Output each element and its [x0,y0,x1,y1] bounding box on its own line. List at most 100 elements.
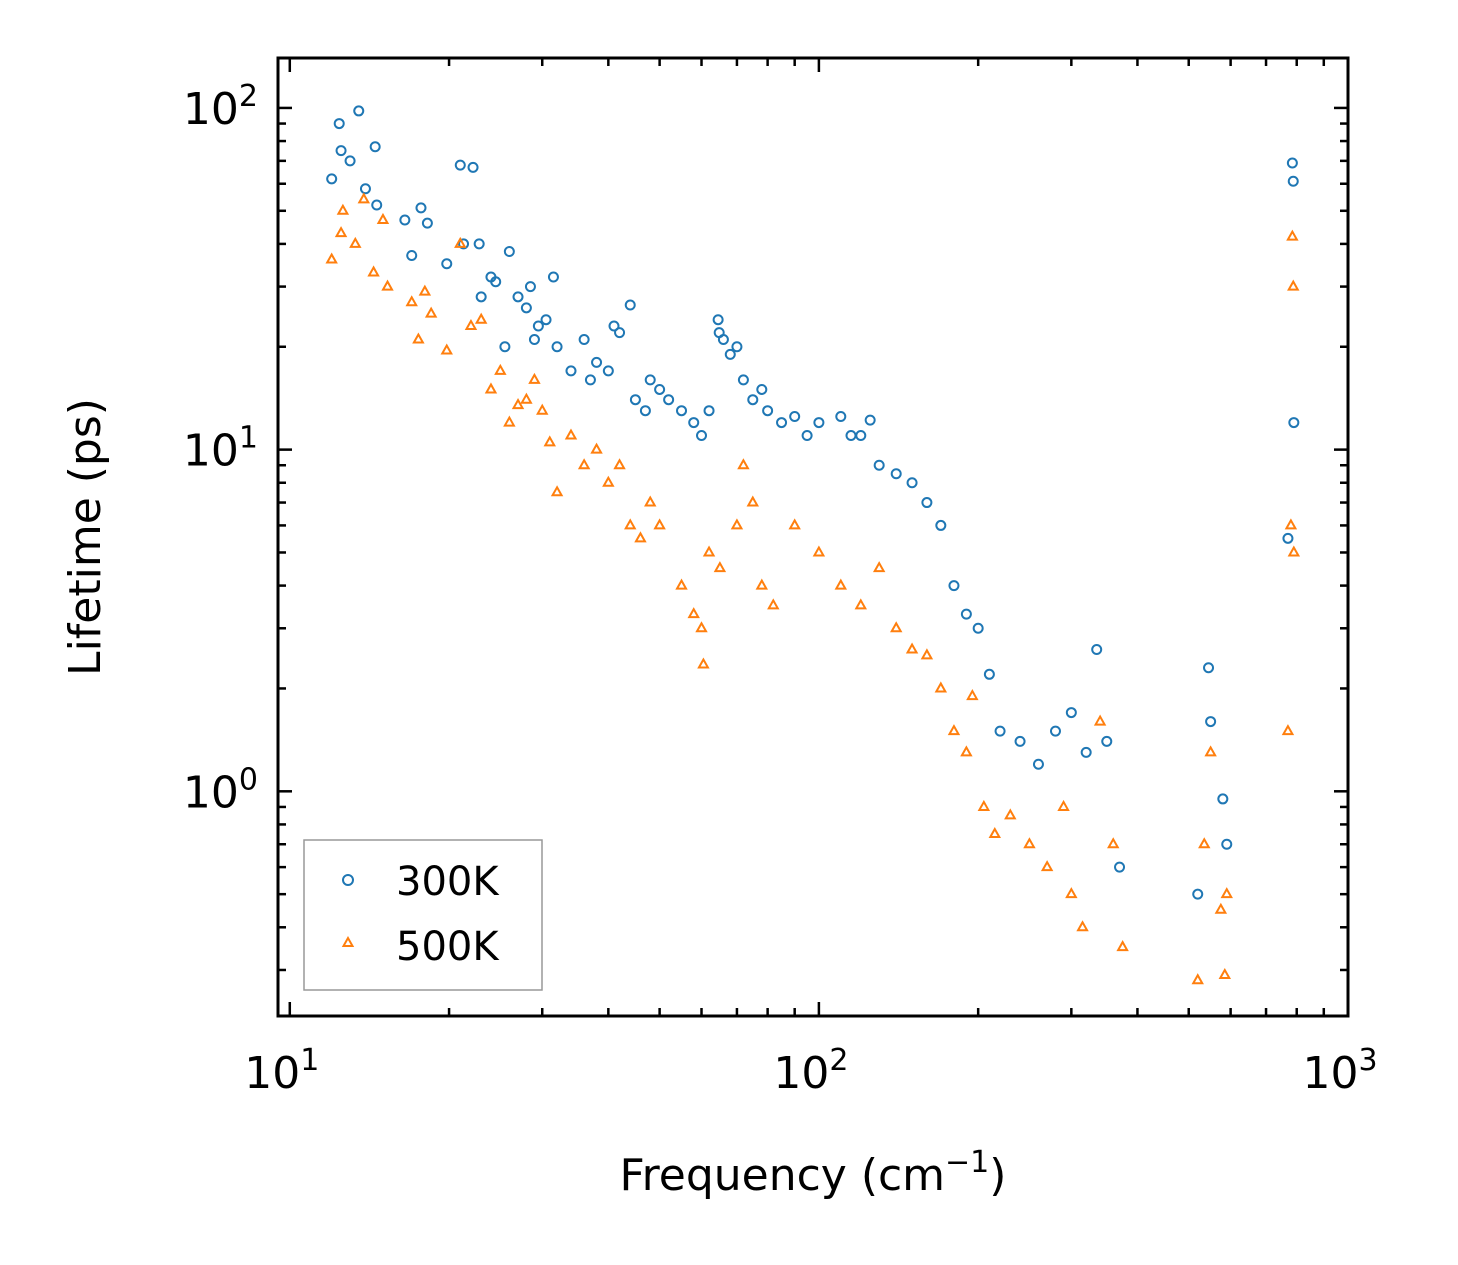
point-500k [1287,545,1301,557]
y-tick-label: 101 [183,421,258,477]
data-points [325,105,1301,985]
point-300k [948,580,960,592]
point-300k [676,405,688,417]
point-300k [503,246,515,258]
point-500k [872,561,886,573]
point-500k [484,382,498,394]
point-300k [608,320,620,332]
point-300k [688,417,700,429]
point-500k [424,306,438,318]
point-300k [344,155,356,167]
point-300k [528,334,540,346]
point-300k [1221,838,1233,850]
point-500k [697,657,710,669]
x-tick-label: 102 [773,1043,848,1099]
point-300k [335,145,347,157]
point-300k [512,291,524,303]
point-500k [1204,745,1217,757]
point-300k [776,417,788,429]
point-300k [578,334,590,346]
point-500k [767,598,780,610]
point-300k [614,327,626,339]
x-axis-title: Frequency (cm−1) [620,1145,1007,1201]
point-300k [1114,861,1126,873]
point-300k [1282,532,1294,544]
point-300k [835,411,847,423]
y-tick-base: 10 [183,84,239,135]
point-300k [441,258,453,270]
point-500k [1076,920,1089,932]
point-500k [381,279,394,291]
point-300k [540,314,552,326]
point-500k [349,236,362,248]
plot-frame [276,56,1350,1018]
point-300k [712,314,724,326]
point-300k [1101,735,1113,747]
point-500k [634,531,647,543]
point-500k [376,212,390,224]
point-500k [550,485,564,497]
point-300k [789,411,801,423]
point-500k [834,578,848,590]
point-300k [737,374,749,386]
point-500k [1093,714,1107,726]
point-300k [458,238,470,250]
point-300k [756,383,768,395]
point-500k [1218,967,1232,980]
point-500k [367,265,380,277]
point-300k [499,341,511,353]
point-300k [415,202,427,214]
point-300k [731,341,743,353]
point-300k [353,105,365,117]
point-500k [1284,518,1298,530]
point-300k [520,302,532,314]
point-300k [1205,716,1217,728]
point-500k [528,372,541,384]
point-500k [920,648,934,660]
point-500k [1191,973,1204,985]
y-tick-exponent: 1 [239,421,258,456]
point-300k [584,374,596,386]
point-300k [906,477,918,489]
point-500k [1057,799,1070,811]
point-500k [474,312,488,324]
point-300k [1203,662,1215,674]
point-300k [1287,175,1299,187]
point-300k [801,429,813,441]
point-500k [1040,860,1054,872]
point-500k [602,475,615,487]
point-500k [336,203,350,215]
point-300k [629,394,641,406]
point-300k [551,341,563,353]
point-500k [653,518,666,530]
point-500k [440,343,453,355]
point-300k [399,214,411,226]
point-500k [412,332,425,344]
y-tick-base: 10 [183,426,239,477]
point-500k [511,398,525,410]
point-300k [1286,157,1298,169]
point-500k [464,318,478,331]
point-300k [359,183,371,195]
x-tick-exponent: 3 [1358,1043,1377,1078]
point-500k [590,442,603,454]
point-300k [1217,793,1229,805]
point-300k [1014,735,1026,747]
y-tick-label: 100 [183,762,258,818]
point-300k [406,249,418,261]
point-300k [696,429,708,441]
point-500k [966,689,979,701]
point-500k [454,236,467,248]
point-300k [473,238,485,250]
point-500k [1116,940,1129,952]
y-axis-title: Lifetime (ps) [60,398,111,676]
point-300k [983,668,995,680]
legend: 300K 500K [303,839,543,991]
point-300k [624,299,636,311]
legend-label-300k: 300K [396,859,500,905]
point-300k [747,394,759,406]
point-500k [503,415,516,427]
point-500k [644,495,657,507]
point-500k [520,392,533,404]
point-500k [713,561,727,573]
